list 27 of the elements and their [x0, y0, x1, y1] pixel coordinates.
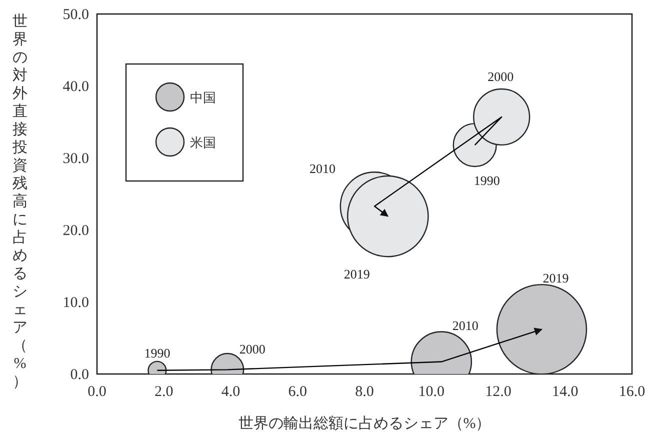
y-tick-label: 0.0	[70, 367, 89, 383]
annotation: 1990	[474, 173, 500, 188]
x-tick-label: 2.0	[154, 384, 174, 400]
annotation: 1990	[144, 345, 170, 360]
annotation: 2000	[239, 342, 266, 357]
legend-label: 中国	[190, 90, 216, 105]
x-tick-label: 0.0	[88, 384, 106, 400]
annotation: 2010	[452, 318, 478, 333]
y-tick-label: 10.0	[62, 295, 89, 311]
x-tick-label: 16.0	[618, 384, 646, 400]
x-tick-label: 14.0	[552, 384, 578, 400]
y-tick-label: 50.0	[62, 7, 89, 23]
text: 世界の対外直接投資残高に占めるシェア（%）	[12, 14, 28, 390]
x-tick-label: 8.0	[355, 384, 374, 400]
y-tick-label: 20.0	[62, 223, 89, 239]
y-tick-label: 30.0	[62, 151, 89, 167]
legend-label: 米国	[190, 135, 216, 150]
x-tick-label: 12.0	[485, 384, 512, 400]
annotation: 2000	[488, 68, 514, 84]
x-tick-label: 4.0	[221, 384, 240, 400]
annotation: 2019	[344, 266, 370, 282]
x-tick-label: 10.0	[418, 384, 444, 400]
x-tick-label: 6.0	[288, 384, 307, 400]
y-tick-label: 40.0	[62, 79, 89, 95]
annotation: 2019	[542, 270, 569, 286]
x-axis-title: 世界の輸出総額に占めるシェア（%）	[238, 415, 491, 432]
annotation: 2010	[310, 161, 336, 176]
